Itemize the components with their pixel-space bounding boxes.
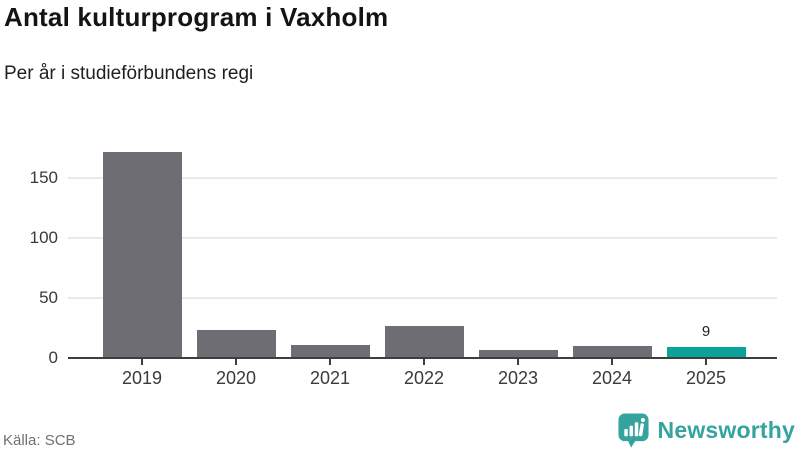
y-tick-label-0: 0: [48, 348, 58, 367]
x-tick-label-2024: 2024: [591, 368, 633, 388]
gridline-100: [68, 237, 777, 239]
bar-2020: [196, 330, 276, 358]
bar-2021: [290, 344, 370, 358]
x-tick-label-2025: 2025: [685, 368, 727, 388]
x-tick-2025: [705, 359, 707, 365]
x-tick-2021: [329, 359, 331, 365]
x-tick-label-2020: 2020: [215, 368, 257, 388]
gridline-50: [68, 297, 777, 299]
gridline-150: [68, 177, 777, 179]
y-tick-label-150: 150: [29, 168, 58, 187]
page-title: Antal kulturprogram i Vaxholm: [4, 2, 389, 32]
y-tick-label-50: 50: [39, 288, 58, 307]
x-tick-2019: [141, 359, 143, 365]
x-tick-label-2019: 2019: [121, 368, 163, 388]
bar-2022: [384, 325, 464, 358]
newsworthy-logo-icon: [617, 412, 650, 449]
page-subtitle: Per år i studieförbundens regi: [4, 63, 254, 84]
bar-value-label-2025: 9: [701, 323, 711, 341]
x-tick-2020: [235, 359, 237, 365]
y-tick-label-100: 100: [29, 228, 58, 247]
x-tick-label-2022: 2022: [403, 368, 445, 388]
bar-2019: [102, 151, 182, 358]
x-tick-label-2023: 2023: [497, 368, 539, 388]
x-tick-label-2021: 2021: [309, 368, 351, 388]
x-tick-2022: [423, 359, 425, 365]
x-tick-2023: [517, 359, 519, 365]
x-tick-2024: [611, 359, 613, 365]
brand-name: Newsworthy: [657, 416, 795, 443]
plot-area: [68, 140, 777, 358]
brand-lockup: Newsworthy: [617, 411, 795, 449]
source-note: Källa: SCB: [3, 432, 76, 449]
bar-2024: [572, 346, 652, 358]
bar-2025: [666, 347, 746, 358]
bar-2023: [478, 349, 558, 358]
x-axis-line: [68, 357, 777, 359]
